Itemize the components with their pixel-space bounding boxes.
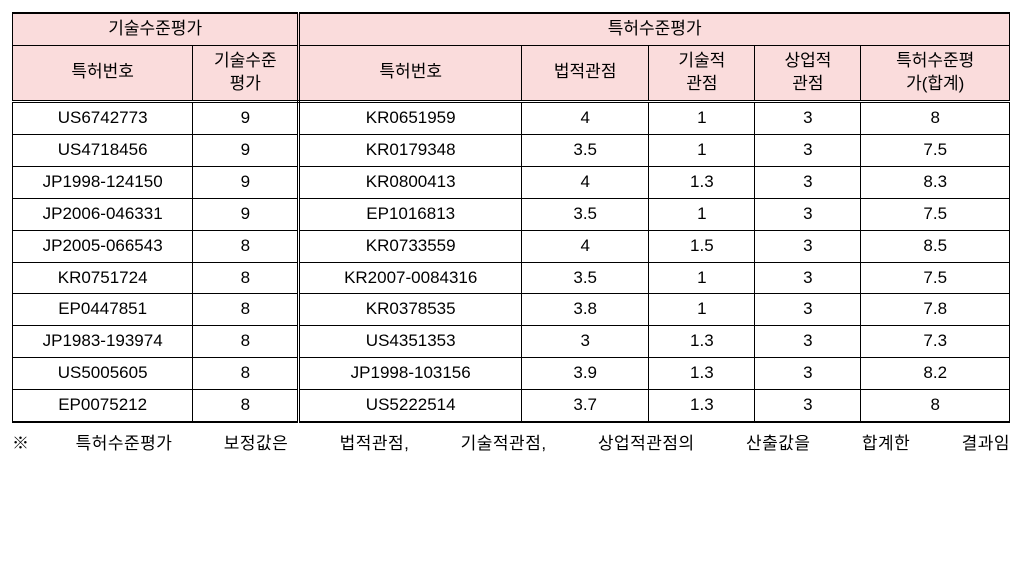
cell: 4 [522,230,649,262]
cell: EP0447851 [13,294,193,326]
cell: 8 [193,294,299,326]
cell: 8 [861,101,1010,134]
header-right-col-2: 기술적관점 [649,45,755,101]
evaluation-table: 기술수준평가 특허수준평가 특허번호 기술수준평가 특허번호 법적관점 기술적관… [12,12,1010,423]
cell: 3 [755,262,861,294]
table-row: EP04478518KR03785353.8137.8 [13,294,1010,326]
cell: 1.3 [649,390,755,422]
cell: 7.3 [861,326,1010,358]
cell: 3 [755,294,861,326]
cell: KR0800413 [299,166,522,198]
cell: 1 [649,294,755,326]
cell: 3.9 [522,358,649,390]
header-right-col-1: 법적관점 [522,45,649,101]
cell: 1 [649,262,755,294]
cell: 8 [193,262,299,294]
cell: 7.5 [861,134,1010,166]
cell: JP1983-193974 [13,326,193,358]
table-row: US67427739KR06519594138 [13,101,1010,134]
cell: EP1016813 [299,198,522,230]
cell: 8 [193,358,299,390]
cell: 9 [193,101,299,134]
table-row: JP1983-1939748US435135331.337.3 [13,326,1010,358]
cell: 7.5 [861,198,1010,230]
table-body: US67427739KR06519594138US47184569KR01793… [13,101,1010,422]
cell: KR0751724 [13,262,193,294]
cell: US4351353 [299,326,522,358]
cell: 3.5 [522,262,649,294]
cell: 3 [755,230,861,262]
table-row: JP1998-1241509KR080041341.338.3 [13,166,1010,198]
header-left-col-0: 특허번호 [13,45,193,101]
cell: 3 [755,101,861,134]
cell: JP2005-066543 [13,230,193,262]
header-right-col-0: 특허번호 [299,45,522,101]
cell: 8 [193,230,299,262]
header-left-col-1: 기술수준평가 [193,45,299,101]
cell: 3 [755,358,861,390]
footnote-text: ※특허수준평가 보정값은 법적관점, 기술적관점, 상업적관점의 산출값을 합계… [12,429,1010,454]
cell: KR0651959 [299,101,522,134]
header-columns-row: 특허번호 기술수준평가 특허번호 법적관점 기술적관점 상업적관점 특허수준평가… [13,45,1010,101]
cell: 8.3 [861,166,1010,198]
header-right-col-3: 상업적관점 [755,45,861,101]
cell: KR0378535 [299,294,522,326]
table-row: KR07517248KR2007-00843163.5137.5 [13,262,1010,294]
cell: 7.8 [861,294,1010,326]
cell: KR2007-0084316 [299,262,522,294]
cell: 9 [193,166,299,198]
table-row: US47184569KR01793483.5137.5 [13,134,1010,166]
table-row: EP00752128US52225143.71.338 [13,390,1010,422]
cell: 8.5 [861,230,1010,262]
cell: 7.5 [861,262,1010,294]
cell: 3 [522,326,649,358]
cell: 9 [193,198,299,230]
cell: 1.3 [649,358,755,390]
cell: 9 [193,134,299,166]
cell: US6742773 [13,101,193,134]
cell: KR0179348 [299,134,522,166]
header-group-left: 기술수준평가 [13,13,299,45]
cell: 3 [755,134,861,166]
cell: 1 [649,101,755,134]
cell: 1.3 [649,166,755,198]
header-group-right: 특허수준평가 [299,13,1010,45]
table-row: JP2006-0463319EP10168133.5137.5 [13,198,1010,230]
cell: 8 [193,390,299,422]
cell: 1.3 [649,326,755,358]
cell: 8 [861,390,1010,422]
cell: 1 [649,198,755,230]
cell: 3 [755,198,861,230]
cell: JP1998-103156 [299,358,522,390]
cell: US5222514 [299,390,522,422]
cell: EP0075212 [13,390,193,422]
cell: 1 [649,134,755,166]
header-right-col-4: 특허수준평가(합계) [861,45,1010,101]
cell: US4718456 [13,134,193,166]
table-row: US50056058JP1998-1031563.91.338.2 [13,358,1010,390]
cell: JP1998-124150 [13,166,193,198]
cell: 3 [755,390,861,422]
cell: 3.8 [522,294,649,326]
table-row: JP2005-0665438KR073355941.538.5 [13,230,1010,262]
cell: 3.5 [522,134,649,166]
header-group-row: 기술수준평가 특허수준평가 [13,13,1010,45]
cell: 3 [755,166,861,198]
cell: 4 [522,101,649,134]
cell: 8 [193,326,299,358]
cell: 3.7 [522,390,649,422]
cell: KR0733559 [299,230,522,262]
cell: 4 [522,166,649,198]
cell: 3 [755,326,861,358]
cell: 3.5 [522,198,649,230]
cell: 1.5 [649,230,755,262]
cell: 8.2 [861,358,1010,390]
cell: JP2006-046331 [13,198,193,230]
cell: US5005605 [13,358,193,390]
